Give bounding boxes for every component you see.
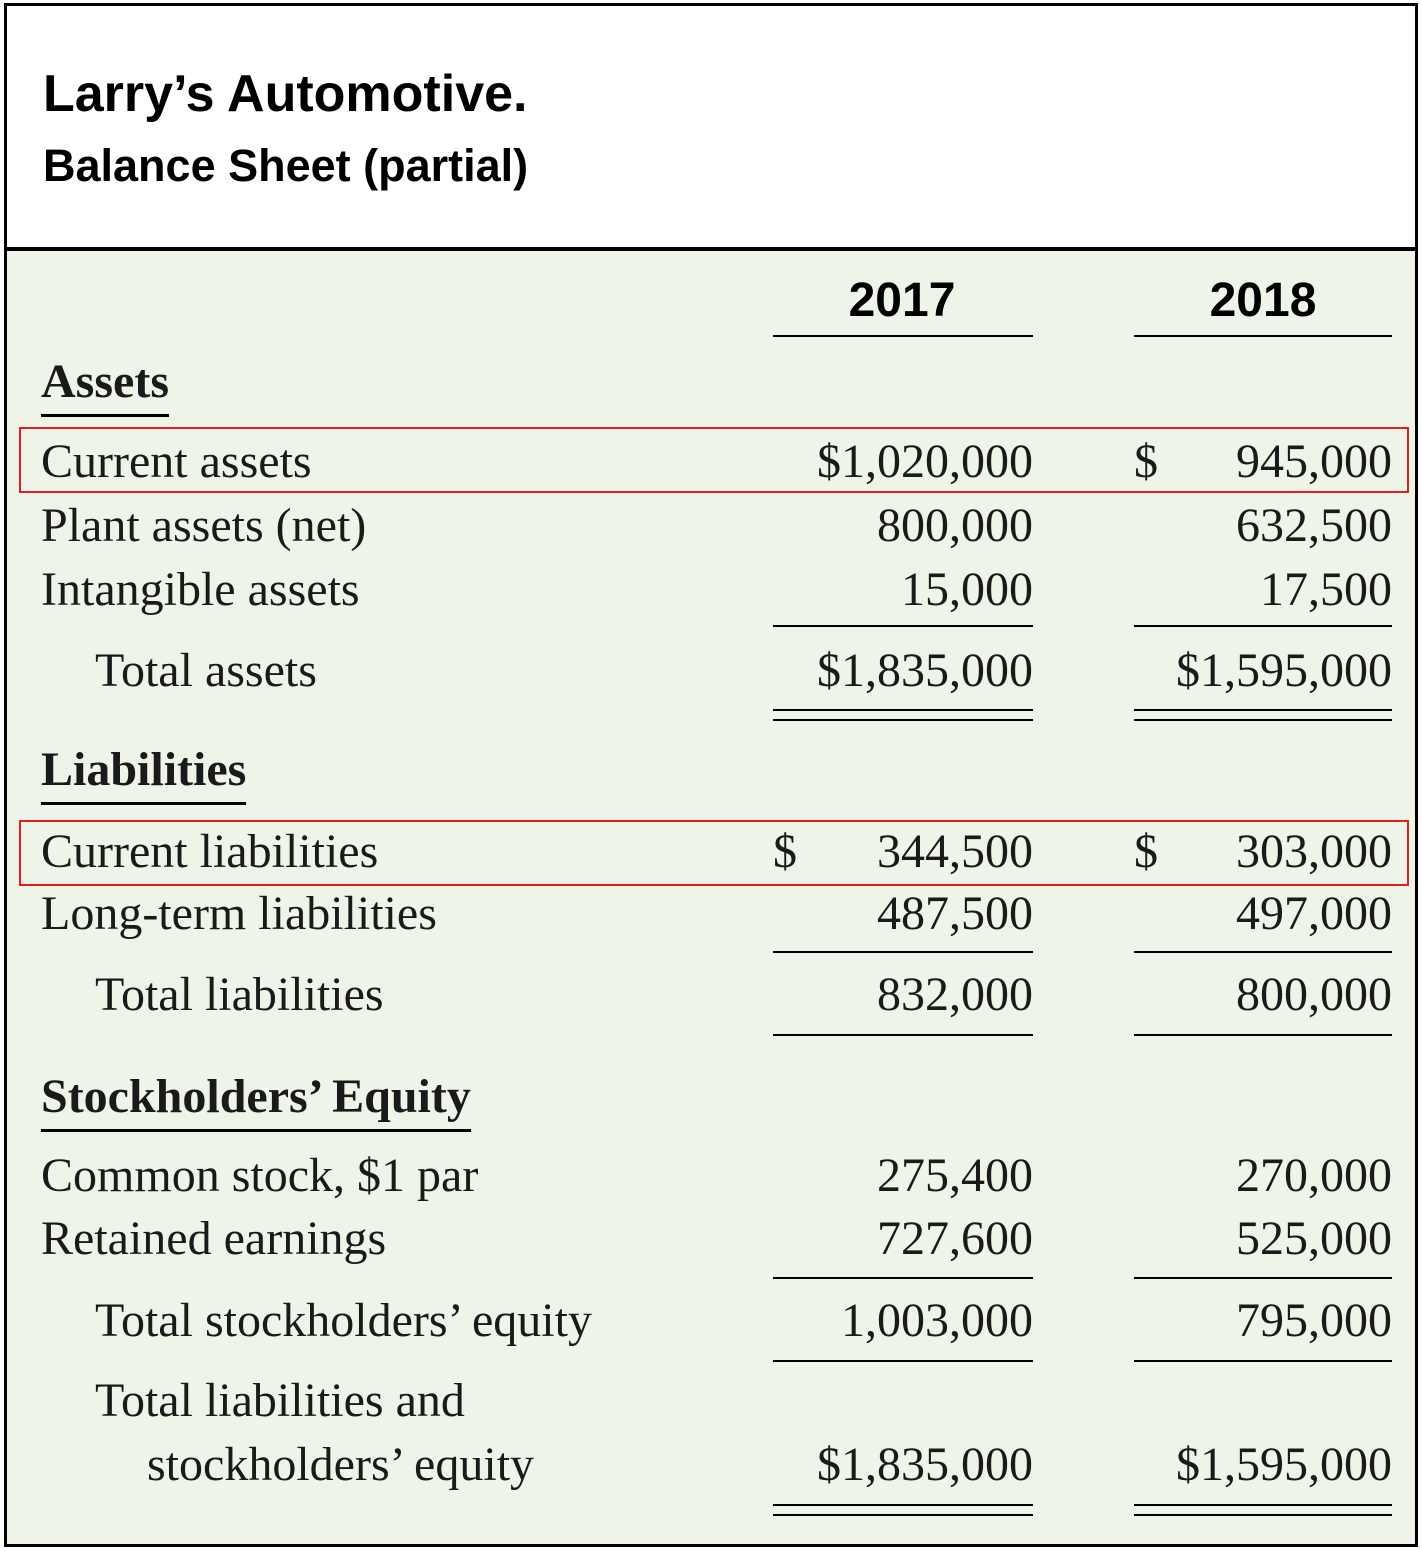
balance-sheet-table: 2017 2018 Assets Current assets $1,020,0… (7, 251, 1415, 1544)
highlight-current-assets (19, 427, 1409, 493)
row-label-total-equity: Total stockholders’ equity (95, 1294, 592, 1347)
value-retained-earnings-2018: 525,000 (1236, 1212, 1392, 1265)
value-total-equity-2017: 1,003,000 (841, 1294, 1033, 1347)
subtotal-rule (773, 951, 1033, 953)
double-rule-top (1134, 709, 1392, 711)
value-total-liabilities-2018: 800,000 (1236, 968, 1392, 1021)
value-long-term-liabilities-2017: 487,500 (877, 887, 1033, 940)
year-header-2018: 2018 (1209, 274, 1317, 327)
section-heading-equity: Stockholders’ Equity (41, 1069, 471, 1132)
value-retained-earnings-2017: 727,600 (877, 1212, 1033, 1265)
row-label-current-liabilities: Current liabilities (41, 825, 379, 878)
value-current-liabilities-2018: 303,000 (1236, 825, 1392, 878)
value-total-liabilities-2017: 832,000 (877, 968, 1033, 1021)
row-label-plant-assets: Plant assets (net) (41, 499, 367, 552)
double-rule-top (773, 1504, 1033, 1506)
value-total-equity-2018: 795,000 (1236, 1294, 1392, 1347)
dollar-sign: $ (1134, 825, 1158, 878)
value-total-liabilities-equity-2018: $1,595,000 (1176, 1438, 1392, 1491)
double-rule-bottom (1134, 1514, 1392, 1516)
value-long-term-liabilities-2018: 497,000 (1236, 887, 1392, 940)
subtotal-rule (1134, 1277, 1392, 1279)
section-heading-liabilities: Liabilities (41, 742, 247, 805)
subtotal-rule (773, 625, 1033, 627)
value-common-stock-2017: 275,400 (877, 1149, 1033, 1202)
value-plant-assets-2017: 800,000 (877, 499, 1033, 552)
double-rule-bottom (773, 1514, 1033, 1516)
total-rule (773, 1034, 1033, 1036)
subtotal-rule (1134, 951, 1392, 953)
company-title: Larry’s Automotive. (43, 65, 528, 123)
value-intangible-assets-2017: 15,000 (901, 563, 1033, 616)
document-frame: Larry’s Automotive. Balance Sheet (parti… (4, 3, 1418, 1547)
row-label-long-term-liabilities: Long-term liabilities (41, 887, 437, 940)
dollar-sign: $ (773, 825, 797, 878)
double-rule-top (1134, 1504, 1392, 1506)
row-label-total-assets: Total assets (95, 644, 317, 697)
highlight-current-liabilities (19, 820, 1409, 886)
subtotal-rule (1134, 1360, 1392, 1362)
year-underline (773, 335, 1033, 337)
double-rule-top (773, 709, 1033, 711)
dollar-sign: $ (1134, 435, 1158, 488)
year-header-2017: 2017 (848, 274, 956, 327)
year-underline (1134, 335, 1392, 337)
section-heading-assets: Assets (41, 354, 169, 417)
total-rule (1134, 1034, 1392, 1036)
value-total-liabilities-equity-2017: $1,835,000 (817, 1438, 1033, 1491)
row-label-total-liabilities-equity-line2: stockholders’ equity (147, 1438, 535, 1491)
value-intangible-assets-2018: 17,500 (1260, 563, 1392, 616)
value-current-assets-2018: 945,000 (1236, 435, 1392, 488)
double-rule-bottom (773, 719, 1033, 721)
value-current-liabilities-2017: 344,500 (877, 825, 1033, 878)
row-label-total-liabilities-equity-line1: Total liabilities and (95, 1374, 465, 1427)
subtotal-rule (773, 1360, 1033, 1362)
row-label-retained-earnings: Retained earnings (41, 1212, 387, 1265)
value-plant-assets-2018: 632,500 (1236, 499, 1392, 552)
value-total-assets-2018: $1,595,000 (1176, 644, 1392, 697)
subtotal-rule (773, 1277, 1033, 1279)
row-label-total-liabilities: Total liabilities (95, 968, 384, 1021)
subtotal-rule (1134, 625, 1392, 627)
row-label-intangible-assets: Intangible assets (41, 563, 360, 616)
value-common-stock-2018: 270,000 (1236, 1149, 1392, 1202)
row-label-current-assets: Current assets (41, 435, 312, 488)
value-total-assets-2017: $1,835,000 (817, 644, 1033, 697)
double-rule-bottom (1134, 719, 1392, 721)
value-current-assets-2017: $1,020,000 (817, 435, 1033, 488)
statement-subtitle: Balance Sheet (partial) (43, 140, 529, 191)
document-header: Larry’s Automotive. Balance Sheet (parti… (7, 6, 1415, 251)
row-label-common-stock: Common stock, $1 par (41, 1149, 479, 1202)
